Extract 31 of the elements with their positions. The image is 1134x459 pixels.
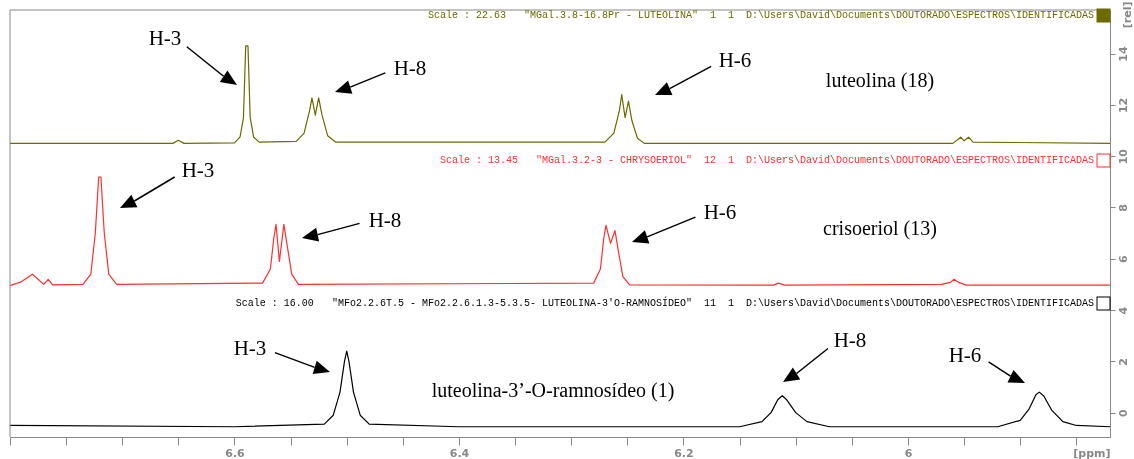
series-label: luteolina-3’-O-ramnosídeo (1) (431, 379, 675, 402)
annotation: Scale : 16.00 "MFo2.2.6T.5 - MFo2.2.6.1.3-5.3.5- LUTEOLINA-3'O-RAMNOSÍDEO" 11 1 D:\Users\David\Documents\DOUTORADO\ESPECTROS\IDENTIFICADAS (235, 296, 1094, 309)
y-tick-label: 0 (1116, 408, 1130, 417)
annotation: H-3 (148, 26, 182, 50)
text: luteolina (18) (825, 69, 935, 92)
annotation: H-8 (833, 328, 867, 352)
y-tick-label: 8 (1116, 204, 1130, 212)
annotation: H-3 (233, 336, 267, 360)
x-tick-label: 6.2 (674, 446, 694, 459)
x-axis-title: [ppm] (1073, 446, 1111, 459)
annotation: H-8 (368, 208, 402, 232)
y-tick-label: 12 (1116, 97, 1130, 114)
annotation: Scale : 13.45 "MGal.3.2-3 - CHRYSOERIOL" 12 1 D:\Users\David\Documents\DOUTORADO\ESPECTROS\IDENTIFICADAS (439, 155, 1094, 166)
y-tick-label: 2 (1116, 358, 1130, 366)
annotation: H-8 (393, 56, 427, 80)
x-tick-label: 6.4 (449, 446, 470, 459)
y-tick-label: 4 (1116, 306, 1130, 315)
y-axis-title: [rel] (1120, 1, 1134, 29)
x-tick-label: 6.6 (225, 446, 246, 459)
y-tick-label: 14 (1116, 46, 1130, 62)
x-tick-label: 6 (904, 446, 913, 459)
y-tick-label: 10 (1116, 148, 1130, 165)
line-series (9, 176, 1111, 287)
line-series (9, 45, 1111, 144)
text: crisoeriol (13) (823, 217, 937, 240)
y-tick-label: 6 (1116, 255, 1130, 264)
annotation: H-6 (703, 200, 737, 224)
annotation: H-6 (948, 343, 982, 367)
annotation: H-6 (718, 48, 752, 72)
annotation: Scale : 22.63 "MGal.3.8-16.8Pr - LUTEOLINA" 1 1 D:\Users\David\Documents\DOUTORADO\ESPECTROS\IDENTIFICADAS (427, 10, 1094, 21)
annotation: H-3 (181, 158, 215, 182)
